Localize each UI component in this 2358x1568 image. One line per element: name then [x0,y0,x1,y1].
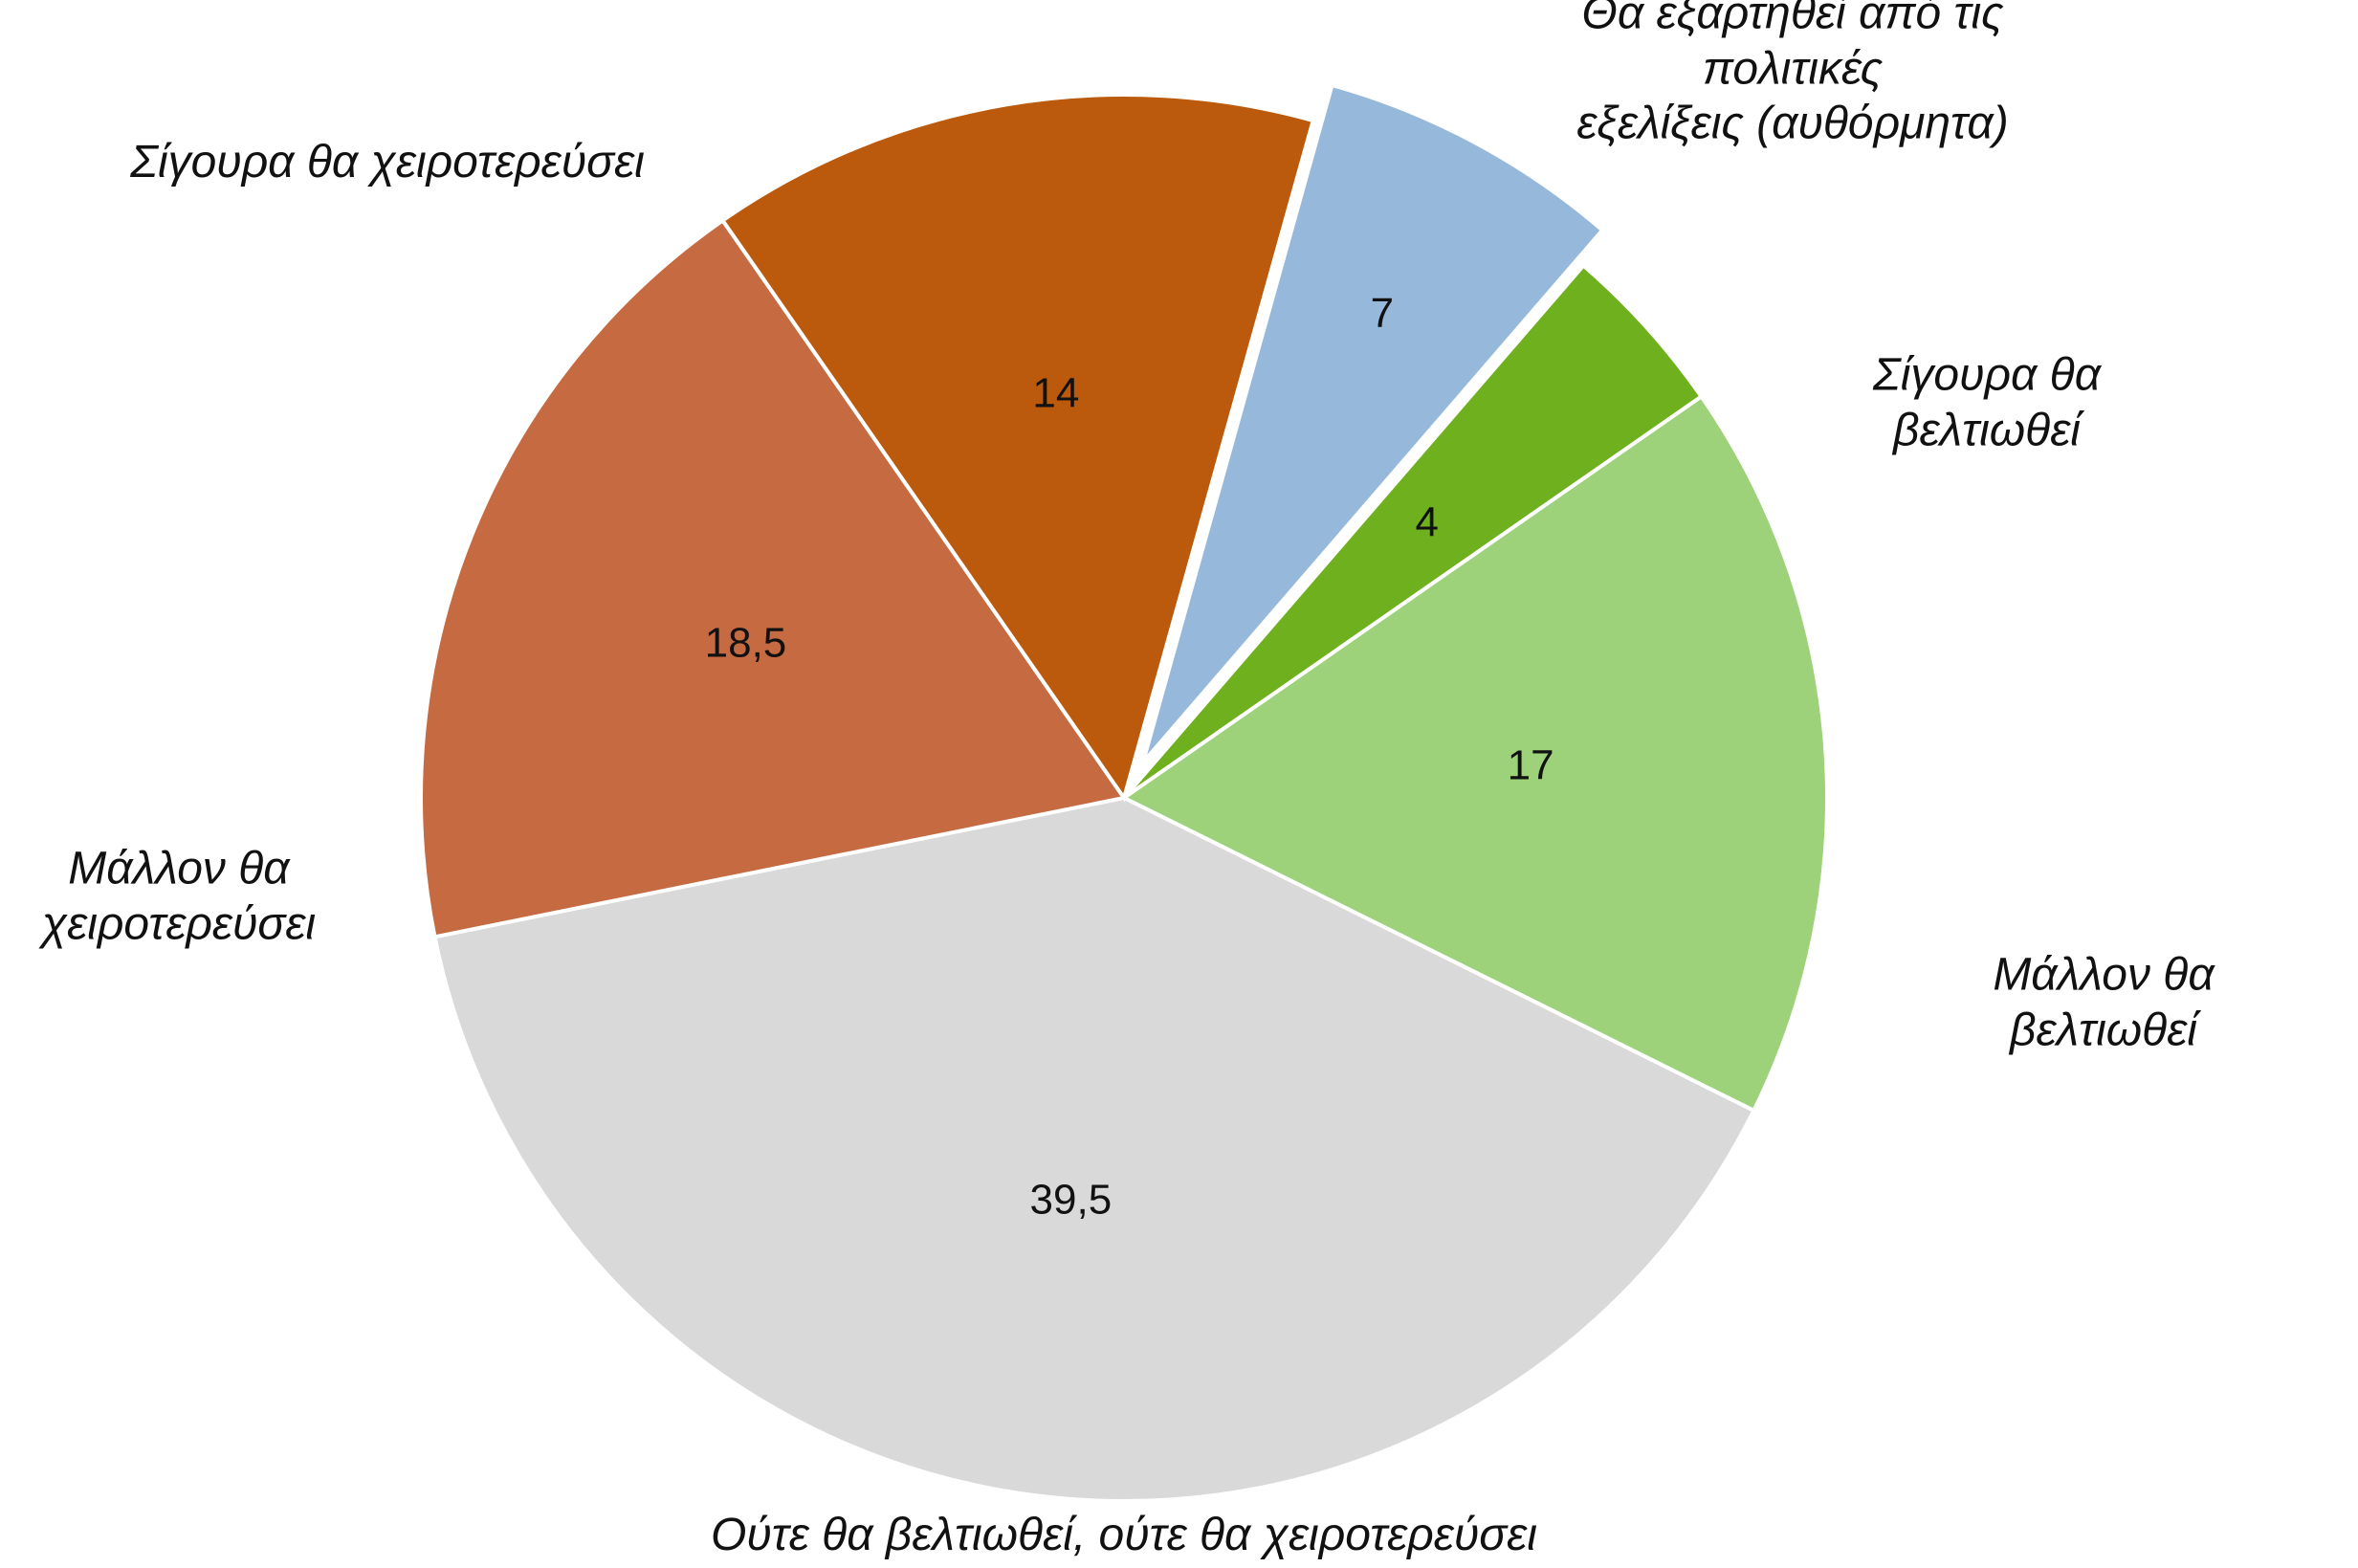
pie-slice [1140,82,1605,764]
category-label: Ούτε θα βελτιωθεί, ούτε θα χειροτερεύσει [711,1510,1537,1561]
category-label: Θα εξαρτηθεί από τις πολιτικές εξελίξεις… [1576,0,2009,149]
value-label: 14 [1032,369,1079,416]
value-label: 39,5 [1030,1176,1113,1223]
category-label: Σίγουρα θα χειροτερεύσει [130,137,645,188]
category-label: Σίγουρα θα βελτιωθεί [1872,349,2102,455]
pie-slice [432,795,1757,1503]
value-label: 17 [1508,741,1554,788]
value-label: 7 [1371,290,1394,337]
pie-slice [1122,262,1705,800]
pie-slice [719,92,1316,803]
pie-slice [1120,393,1829,1114]
value-label: 18,5 [705,620,787,667]
category-label: Μάλλον θα βελτιωθεί [1993,949,2215,1055]
category-label: Μάλλον θα χειροτερεύσει [41,843,317,949]
pie-slice [419,217,1128,939]
value-label: 4 [1416,498,1439,545]
